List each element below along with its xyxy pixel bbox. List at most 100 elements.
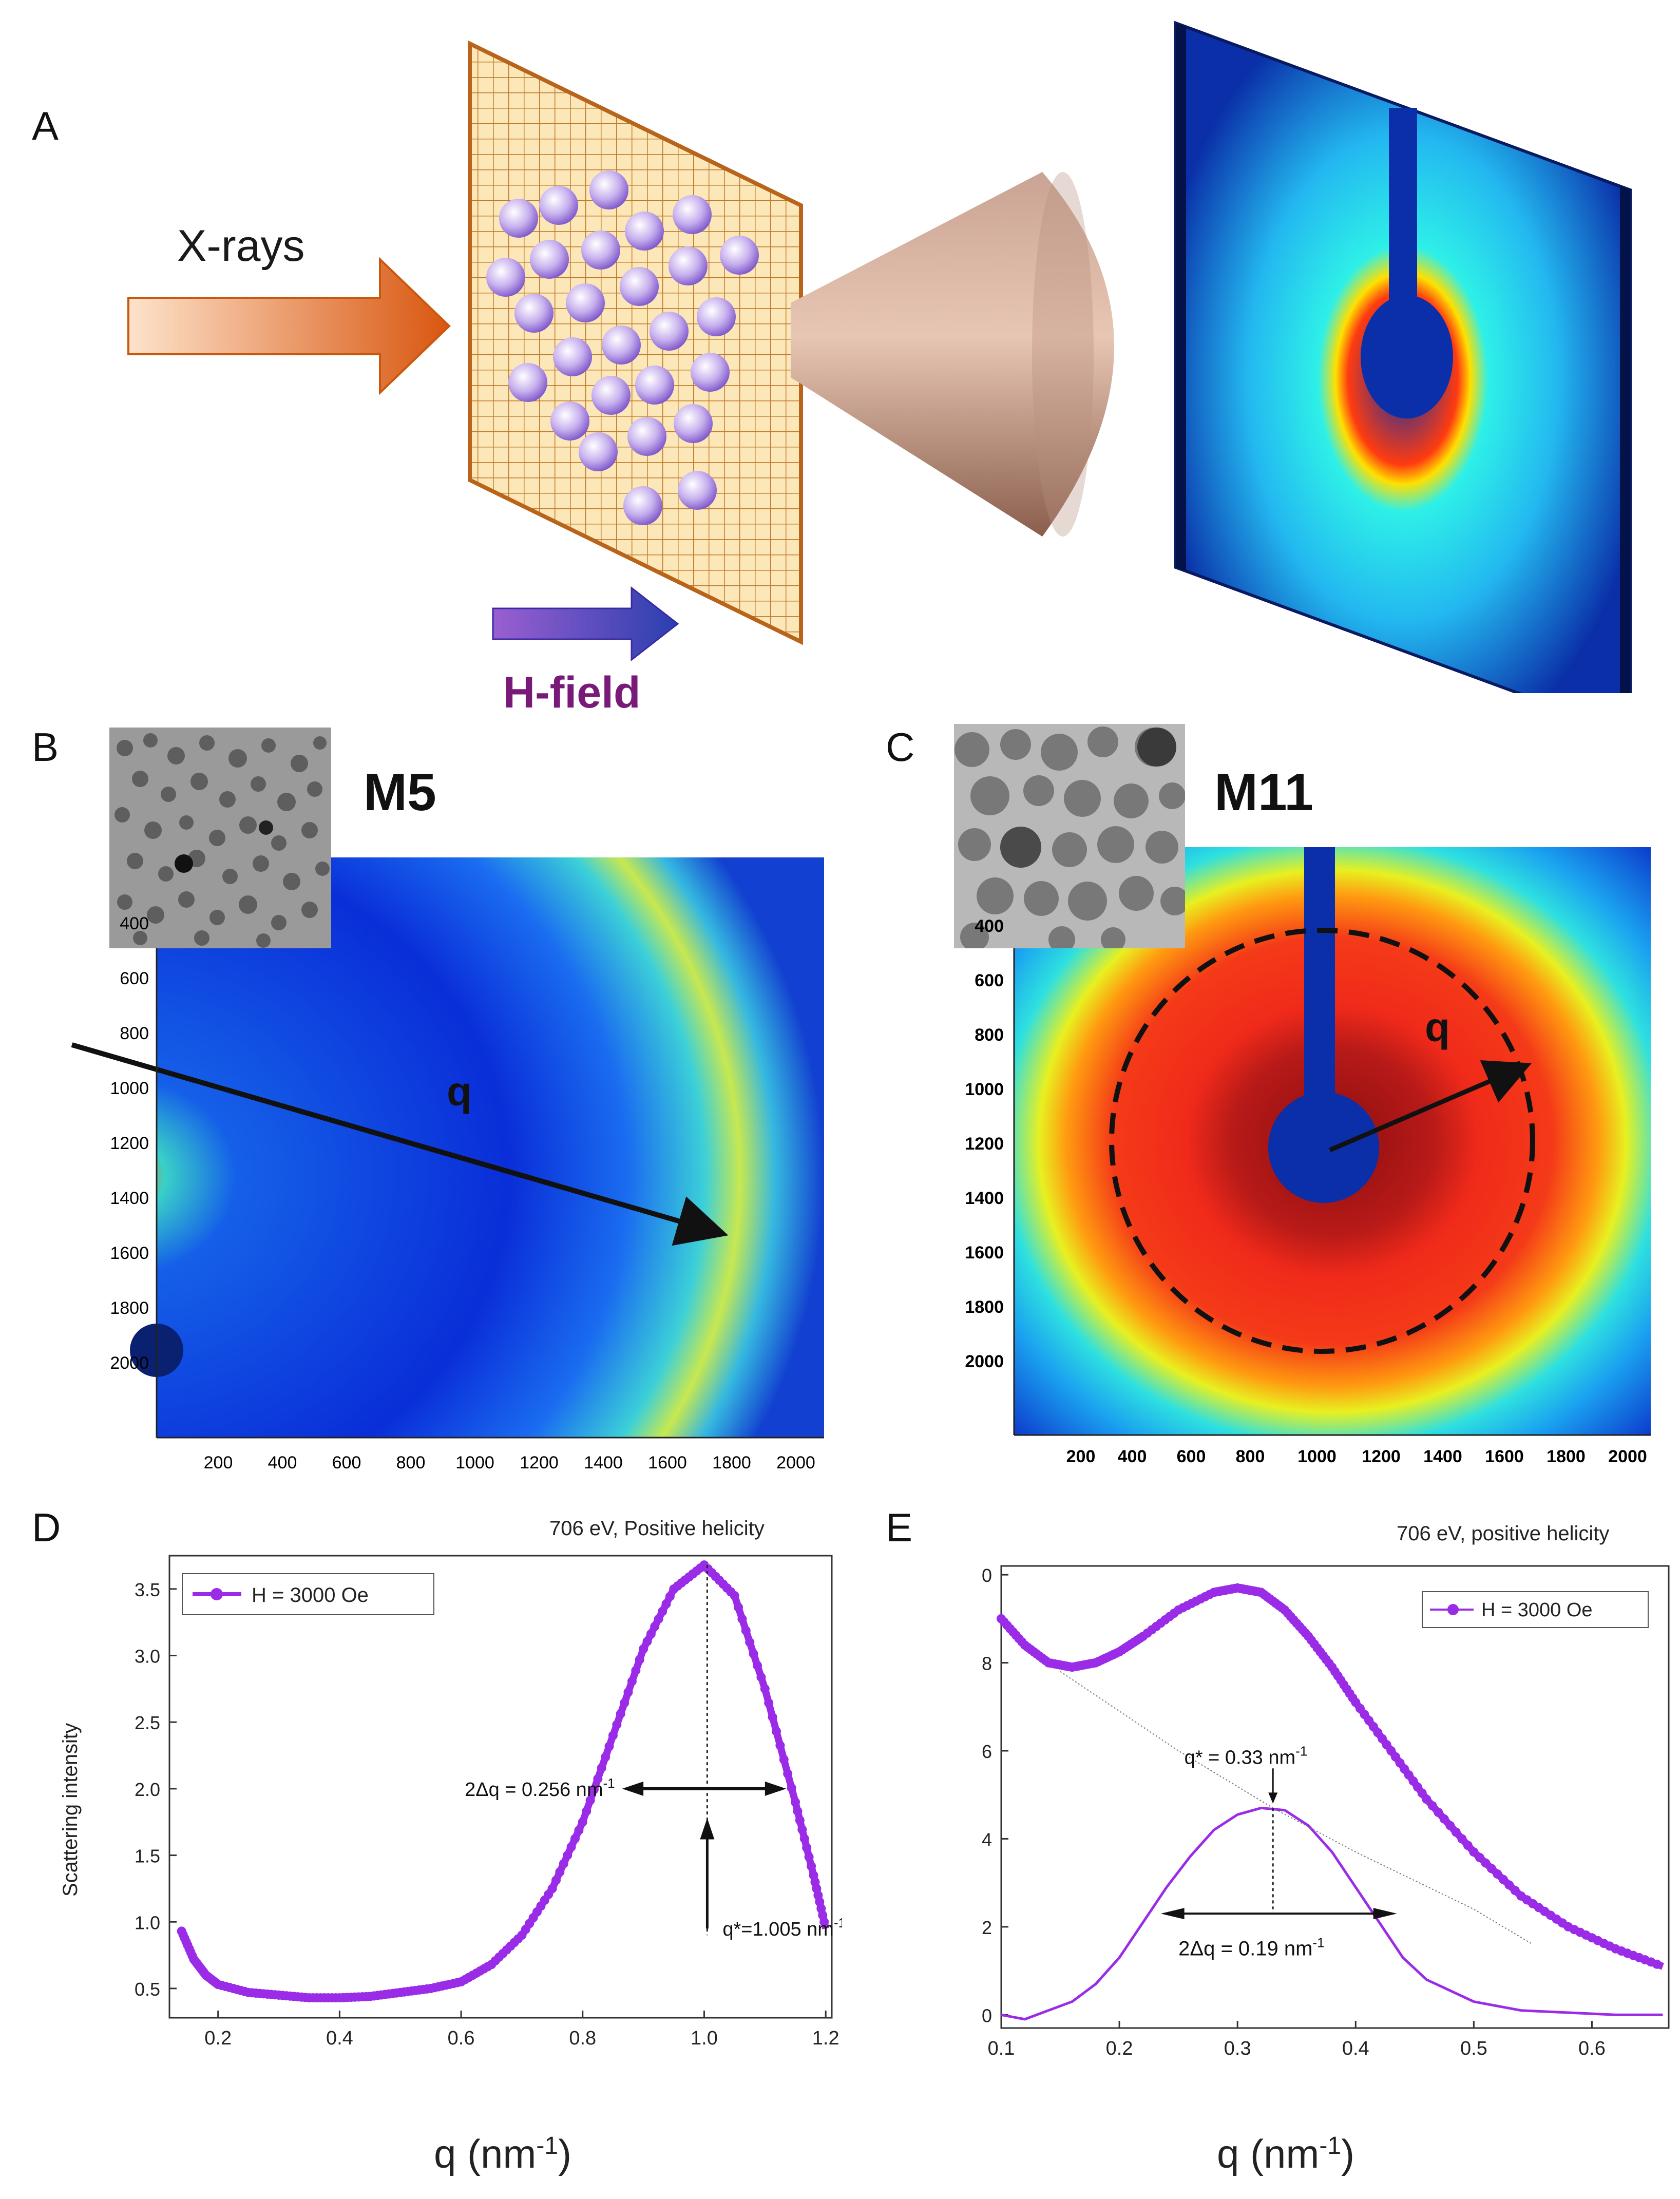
- sample-label-m5: M5: [364, 763, 436, 821]
- tick-label: 1600: [648, 1453, 687, 1473]
- nanoparticle-spheres: [486, 170, 759, 525]
- x-tick-label: 0.6: [1578, 2038, 1606, 2059]
- xlabel-text: q (nm: [1217, 2131, 1320, 2176]
- series-point: [1434, 1808, 1443, 1817]
- series-point: [555, 1867, 565, 1877]
- tick-label: 1000: [110, 1079, 149, 1098]
- panel-a-schematic: [127, 21, 1632, 693]
- q-label-c: q: [1425, 1004, 1450, 1050]
- series-point: [635, 1655, 644, 1665]
- series-point: [1463, 1841, 1473, 1850]
- series-point: [627, 1676, 637, 1686]
- peak-label: q* = 0.33 nm-1: [1185, 1744, 1308, 1769]
- arrow-head: [1373, 1908, 1397, 1920]
- legend-label: H = 3000 Oe: [252, 1584, 369, 1607]
- h-field-label: H-field: [503, 668, 641, 717]
- tick-label: 1000: [1297, 1447, 1337, 1466]
- y-tick-label: 0: [982, 2005, 992, 2026]
- panel-e-xlabel: q (nm-1): [1217, 2131, 1354, 2177]
- tick-label: 1400: [584, 1453, 623, 1473]
- tick-label: 1600: [965, 1243, 1004, 1263]
- series-point: [665, 1592, 675, 1601]
- tick-label: 800: [1235, 1447, 1265, 1466]
- series-point: [799, 1834, 809, 1844]
- series-point: [559, 1859, 568, 1868]
- xlabel-end: ): [1341, 2131, 1355, 2176]
- series-line: [998, 1584, 1664, 1970]
- series-point: [730, 1591, 739, 1600]
- tick-label: 1800: [712, 1453, 751, 1473]
- series-point: [1498, 1875, 1508, 1884]
- series-point: [779, 1755, 789, 1765]
- tick-label: 2000: [1608, 1447, 1647, 1466]
- xray-arrow: [127, 257, 451, 395]
- x-tick-label: 1.2: [812, 2028, 839, 2049]
- series-line: [1060, 1671, 1533, 1945]
- tick-label: 1400: [1423, 1447, 1462, 1466]
- series-point: [642, 1636, 652, 1646]
- series-point: [764, 1698, 774, 1708]
- series-point: [566, 1842, 576, 1852]
- panel-letter-e: E: [886, 1505, 913, 1550]
- xlabel-end: ): [558, 2131, 572, 2176]
- panel-letter-a: A: [32, 103, 59, 148]
- arrow-head: [1268, 1792, 1278, 1804]
- panel-letter-b: B: [32, 724, 59, 770]
- tick-label: 1600: [110, 1244, 149, 1263]
- beamstop: [1361, 295, 1453, 418]
- series-point: [620, 1698, 629, 1708]
- y-tick-label: 1.0: [135, 1912, 160, 1933]
- series-point: [793, 1806, 803, 1816]
- tick-label: 1000: [455, 1453, 494, 1473]
- series-point: [589, 1785, 599, 1794]
- series-point: [650, 1621, 660, 1631]
- series-point: [608, 1731, 618, 1741]
- plot-frame: [168, 1555, 833, 2019]
- series-point: [646, 1629, 656, 1639]
- series-point: [797, 1825, 807, 1834]
- x-tick-label: 0.1: [988, 2038, 1015, 2059]
- series-point: [1439, 1814, 1449, 1824]
- xlabel-sup: -1: [536, 2132, 559, 2159]
- series-point: [737, 1614, 747, 1624]
- series-point: [661, 1599, 671, 1609]
- series-point: [639, 1644, 648, 1654]
- x-tick-label: 0.6: [448, 2028, 475, 2049]
- panel-d-xlabel: q (nm-1): [434, 2131, 571, 2177]
- tick-label: 1600: [1485, 1447, 1524, 1466]
- tick-label: 400: [975, 916, 1004, 936]
- series-point: [1493, 1869, 1502, 1879]
- series-point: [1481, 1858, 1491, 1868]
- tick-label: 1200: [110, 1134, 149, 1153]
- fwhm-label: 2Δq = 0.19 nm-1: [1178, 1935, 1324, 1960]
- tick-label: 400: [120, 914, 149, 933]
- tick-label: 2000: [965, 1352, 1004, 1371]
- arrow-head: [765, 1781, 787, 1796]
- series-point: [593, 1774, 603, 1784]
- panel-letter-d: D: [32, 1505, 61, 1550]
- series-point: [756, 1672, 766, 1682]
- series-point: [585, 1795, 595, 1805]
- y-tick-label: 4: [982, 1829, 992, 1850]
- series-point: [1469, 1847, 1479, 1857]
- series-point: [574, 1825, 584, 1835]
- tick-label: 1000: [965, 1080, 1004, 1099]
- tick-label: 600: [332, 1453, 361, 1473]
- series-point: [819, 1917, 829, 1927]
- series-point: [1457, 1834, 1467, 1844]
- series-point: [749, 1649, 758, 1659]
- tick-label: 600: [975, 971, 1004, 990]
- m5-scattering-map: [157, 857, 824, 1438]
- xlabel-sup: -1: [1319, 2132, 1342, 2159]
- tick-label: 1200: [1362, 1447, 1401, 1466]
- series-point: [604, 1742, 614, 1751]
- tick-label: 200: [203, 1453, 233, 1473]
- tick-label: 600: [120, 969, 149, 988]
- legend-marker: [1447, 1604, 1459, 1615]
- y-tick-label: 0: [982, 1565, 992, 1586]
- tick-label: 2000: [776, 1453, 815, 1473]
- y-tick-label: 8: [982, 1653, 992, 1674]
- q-arrow-b: [71, 1042, 729, 1246]
- tick-label: 1800: [1547, 1447, 1586, 1466]
- panel-b-detector-image: [71, 857, 824, 1439]
